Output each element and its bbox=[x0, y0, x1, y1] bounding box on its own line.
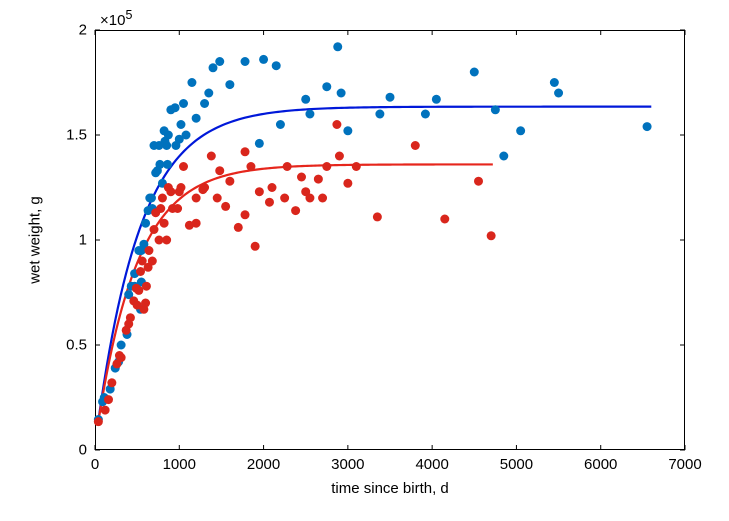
x-tick-label: 4000 bbox=[415, 456, 448, 473]
x-tick-label: 1000 bbox=[163, 456, 196, 473]
blue-curve bbox=[98, 107, 651, 421]
x-tick-label: 6000 bbox=[584, 456, 617, 473]
x-tick-label: 5000 bbox=[500, 456, 533, 473]
exponent-prefix: ×10 bbox=[100, 12, 125, 29]
y-axis-label: wet weight, g bbox=[27, 196, 44, 284]
y-tick-label: 0 bbox=[79, 442, 87, 459]
y-tick-label: 2 bbox=[79, 22, 87, 39]
red-curve bbox=[98, 164, 492, 421]
figure: ×105 time since birth, d wet weight, g 0… bbox=[0, 0, 729, 521]
y-tick-label: 0.5 bbox=[66, 337, 87, 354]
y-tick-label: 1 bbox=[79, 232, 87, 249]
y-tick-label: 1.5 bbox=[66, 127, 87, 144]
x-tick-label: 0 bbox=[91, 456, 99, 473]
exponent-value: 5 bbox=[125, 8, 132, 22]
chart-svg bbox=[0, 0, 729, 521]
x-tick-label: 7000 bbox=[668, 456, 701, 473]
x-tick-label: 3000 bbox=[331, 456, 364, 473]
x-tick-label: 2000 bbox=[247, 456, 280, 473]
blue-scatter bbox=[94, 42, 652, 424]
x-axis-label: time since birth, d bbox=[331, 480, 449, 497]
y-axis-exponent: ×105 bbox=[100, 8, 132, 29]
